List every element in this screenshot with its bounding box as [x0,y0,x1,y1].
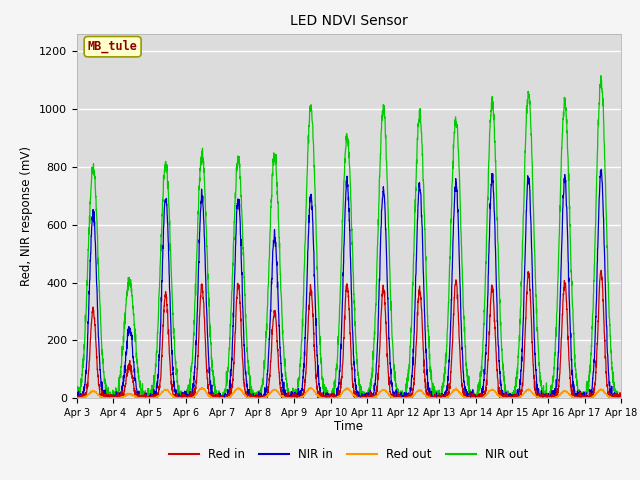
Text: MB_tule: MB_tule [88,40,138,53]
Y-axis label: Red, NIR response (mV): Red, NIR response (mV) [20,146,33,286]
Legend: Red in, NIR in, Red out, NIR out: Red in, NIR in, Red out, NIR out [164,443,533,466]
Title: LED NDVI Sensor: LED NDVI Sensor [290,14,408,28]
X-axis label: Time: Time [334,420,364,432]
